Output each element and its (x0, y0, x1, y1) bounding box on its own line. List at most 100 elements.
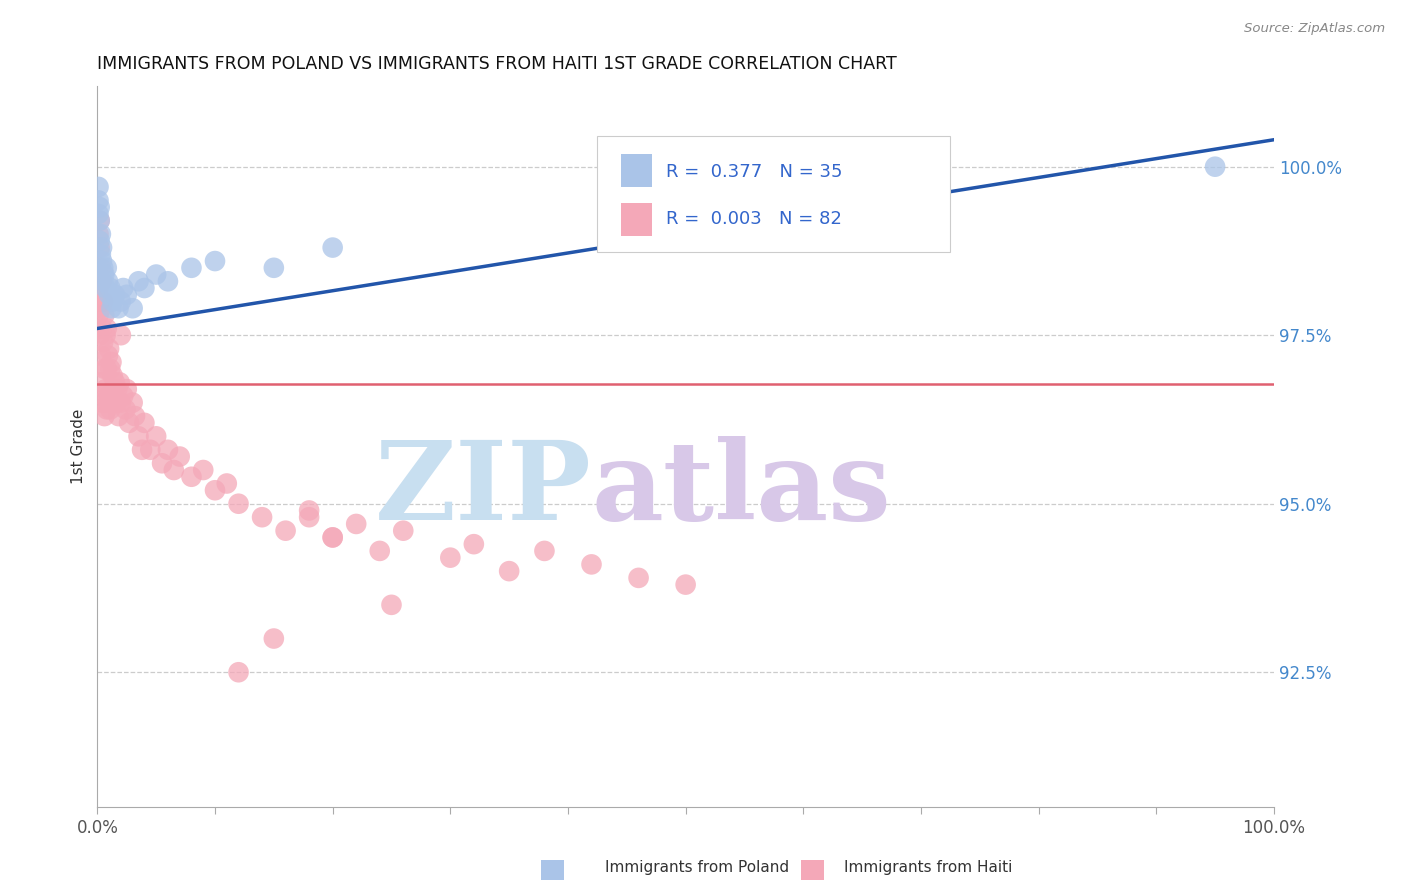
Text: R =  0.377   N = 35: R = 0.377 N = 35 (665, 162, 842, 181)
Point (134, 416, 156, 430)
Point (675, 577, 697, 591)
Point (98, 402, 121, 417)
Point (91, 334, 114, 349)
Point (581, 558, 603, 572)
Point (107, 301, 129, 316)
Point (93, 409, 115, 423)
Point (110, 328, 132, 343)
Point (298, 503, 321, 517)
Point (100, 355, 122, 369)
Point (98, 287, 121, 301)
Point (145, 268, 167, 282)
Point (91, 389, 114, 403)
Point (97, 395, 120, 409)
Point (100, 395, 122, 409)
Point (101, 294, 124, 309)
Text: Source: ZipAtlas.com: Source: ZipAtlas.com (1244, 22, 1385, 36)
Point (298, 510, 321, 524)
Point (145, 429, 167, 443)
Point (90, 376, 112, 390)
Point (87, 194, 110, 208)
Point (110, 395, 132, 409)
Text: Immigrants from Poland: Immigrants from Poland (605, 861, 789, 875)
Point (204, 483, 226, 498)
Point (93, 268, 115, 282)
Point (87, 260, 110, 275)
Point (90, 260, 112, 275)
Point (98, 389, 121, 403)
Point (89, 328, 111, 343)
Point (131, 442, 153, 457)
Point (87, 308, 110, 322)
Point (105, 382, 128, 396)
Point (439, 550, 461, 565)
Text: atlas: atlas (592, 436, 891, 543)
Point (263, 632, 285, 646)
Text: ZIP: ZIP (375, 436, 592, 543)
Point (228, 497, 250, 511)
Point (110, 294, 132, 309)
Point (96, 260, 118, 275)
Point (180, 260, 202, 275)
Point (87, 227, 110, 241)
Point (250, 510, 273, 524)
Point (91, 241, 114, 255)
Point (91, 294, 114, 309)
Point (98, 362, 121, 376)
Y-axis label: 1st Grade: 1st Grade (72, 409, 86, 484)
Point (118, 416, 141, 430)
Point (97, 348, 120, 362)
Point (228, 665, 250, 680)
Point (368, 544, 391, 558)
Point (96, 402, 118, 417)
Point (533, 544, 555, 558)
Point (105, 395, 128, 409)
Text: Immigrants from Haiti: Immigrants from Haiti (844, 861, 1012, 875)
Point (322, 241, 344, 255)
Point (180, 469, 202, 483)
Point (134, 281, 156, 295)
Point (94, 382, 117, 396)
Point (121, 301, 143, 316)
FancyBboxPatch shape (598, 136, 950, 252)
Point (90, 348, 112, 362)
Point (150, 456, 173, 470)
Point (215, 476, 238, 491)
Point (96, 321, 118, 335)
Point (87, 207, 110, 221)
Point (89, 213, 111, 227)
Point (97, 274, 120, 288)
Point (100, 301, 122, 316)
Text: IMMIGRANTS FROM POLAND VS IMMIGRANTS FROM HAITI 1ST GRADE CORRELATION CHART: IMMIGRANTS FROM POLAND VS IMMIGRANTS FRO… (97, 55, 897, 73)
Point (169, 450, 191, 464)
Point (263, 260, 285, 275)
Point (344, 516, 367, 531)
Point (498, 564, 520, 578)
Point (89, 234, 111, 248)
Text: R =  0.003   N = 82: R = 0.003 N = 82 (665, 211, 842, 228)
Point (87, 281, 110, 295)
Point (103, 382, 125, 396)
Point (91, 254, 114, 268)
Point (121, 395, 143, 409)
Point (463, 537, 485, 551)
Point (89, 294, 111, 309)
Point (163, 463, 186, 477)
Point (322, 530, 344, 544)
Point (115, 287, 138, 301)
Point (156, 442, 179, 457)
Point (107, 409, 129, 423)
Point (89, 213, 111, 227)
Point (392, 524, 415, 538)
Point (112, 281, 135, 295)
Point (89, 241, 111, 255)
Point (139, 442, 162, 457)
Point (627, 571, 650, 585)
Point (204, 254, 226, 268)
Point (91, 321, 114, 335)
Point (90, 301, 112, 316)
Point (128, 274, 150, 288)
Point (91, 274, 114, 288)
Point (93, 362, 115, 376)
Point (1204, 160, 1226, 174)
